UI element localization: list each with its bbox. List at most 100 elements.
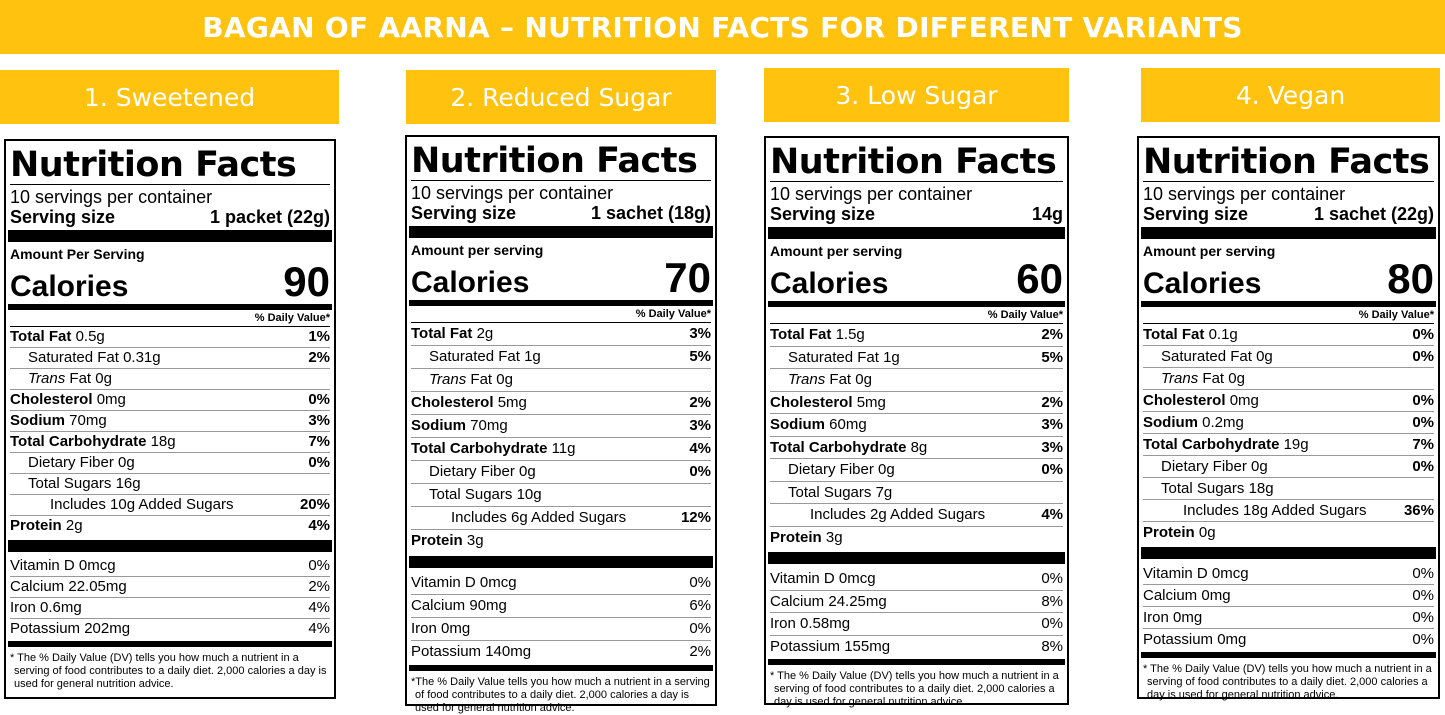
nutrient-text: Sodium bbox=[411, 417, 466, 434]
nutrient-text: Fat bbox=[825, 371, 856, 388]
nutrient-text: 11g bbox=[551, 440, 576, 457]
row-total-fat: Total Fat 1.5g 2% bbox=[770, 324, 1063, 346]
daily-value-percent: 0% bbox=[1412, 326, 1434, 343]
daily-value-percent: 5% bbox=[689, 348, 711, 365]
amount-per-serving: Amount per serving bbox=[411, 242, 544, 258]
divider-thick bbox=[8, 540, 332, 552]
nutrient-text: Cholesterol bbox=[1143, 392, 1226, 409]
nutrient-name: Protein 3g bbox=[411, 530, 484, 552]
daily-value-header: % Daily Value* bbox=[1143, 307, 1434, 324]
nutrient-text: 140mg bbox=[485, 643, 532, 660]
nutrient-text: Total Carbohydrate bbox=[770, 438, 907, 456]
nutrient-name: Total Sugars 10g bbox=[411, 484, 542, 506]
calories-row: Calories 70 bbox=[411, 257, 711, 299]
nutrient-text: Dietary Fiber bbox=[788, 461, 874, 478]
serving-size-value: 1 sachet (18g) bbox=[590, 203, 711, 223]
daily-value-percent: 8% bbox=[1041, 637, 1063, 655]
serving-size-value: 1 packet (22g) bbox=[209, 207, 330, 227]
divider-thick bbox=[1141, 547, 1436, 559]
daily-value-percent: 20% bbox=[299, 496, 330, 513]
nutrient-text: 0g bbox=[855, 371, 872, 388]
variant-tab-sweetened: 1. Sweetened bbox=[0, 70, 339, 124]
nutrient-name: Calcium 24.25mg bbox=[770, 591, 887, 613]
nutrient-text: 0.6mg bbox=[40, 599, 82, 616]
divider-thick bbox=[768, 227, 1065, 239]
nutrient-name: Total Carbohydrate 19g bbox=[1143, 434, 1309, 455]
calories-value: 90 bbox=[283, 258, 330, 305]
nutrient-name: Includes 10g Added Sugars bbox=[50, 496, 234, 513]
nutrient-name: Iron 0mg bbox=[1143, 607, 1202, 628]
nutrient-name: Protein 0g bbox=[1143, 522, 1216, 543]
footnote: * The % Daily Value (DV) tells you how m… bbox=[770, 670, 1059, 708]
daily-value-percent: 8% bbox=[1041, 592, 1063, 610]
nutrient-text: Sodium bbox=[1143, 414, 1198, 431]
nutrient-name: Dietary Fiber 0g bbox=[10, 453, 135, 473]
nutrient-text: 202mg bbox=[84, 620, 131, 637]
row-dietary-fiber: Dietary Fiber 0g 0% bbox=[411, 460, 711, 483]
nutrient-text: Total Sugars bbox=[788, 483, 872, 501]
daily-value-percent: 0% bbox=[689, 574, 711, 591]
nutrient-name: Saturated Fat 0g bbox=[1143, 346, 1273, 367]
nutrient-name: Total Fat 0.5g bbox=[10, 327, 105, 347]
nutrient-text: 0g bbox=[519, 463, 536, 480]
row-potassium: Potassium 140mg 2% bbox=[411, 640, 711, 663]
row-trans-fat: Trans Fat 0g bbox=[411, 368, 711, 391]
row-total-carbohydrate: Total Carbohydrate 19g 7% bbox=[1143, 433, 1434, 455]
nutrient-name: Iron 0mg bbox=[411, 618, 470, 640]
nutrient-text: 0g bbox=[1251, 458, 1268, 475]
nutrient-text: Protein bbox=[770, 528, 822, 546]
nutrient-text: Sodium bbox=[770, 416, 825, 433]
nutrient-text: Cholesterol bbox=[10, 391, 93, 408]
nutrient-name: Total Fat 2g bbox=[411, 323, 493, 345]
divider-medium bbox=[409, 300, 713, 306]
servings-per-container: 10 servings per container bbox=[770, 184, 973, 204]
nutrient-text: 70mg bbox=[69, 412, 107, 429]
nutrient-text: Fat bbox=[466, 371, 497, 388]
vitamin-list: Vitamin D 0mcg 0% Calcium 0mg 0% Iron 0m… bbox=[1143, 563, 1434, 650]
nutrient-text: 1.5g bbox=[835, 326, 865, 343]
variant-tab-vegan: 4. Vegan bbox=[1141, 68, 1440, 122]
calories-value: 60 bbox=[1016, 255, 1063, 302]
footnote: * The % Daily Value (DV) tells you how m… bbox=[10, 652, 327, 690]
row-vitamin-d: Vitamin D 0mcg 0% bbox=[10, 556, 330, 576]
nutrient-text: Protein bbox=[10, 517, 62, 534]
row-added-sugars: Includes 10g Added Sugars 20% bbox=[10, 494, 330, 515]
daily-value-percent: 0% bbox=[689, 620, 711, 637]
daily-value-percent: 0% bbox=[1041, 570, 1063, 587]
nutrient-text: 24.25mg bbox=[828, 592, 887, 610]
row-iron: Iron 0.6mg 4% bbox=[10, 597, 330, 618]
nutrient-text: Total Carbohydrate bbox=[411, 440, 548, 457]
nutrient-text: 0g bbox=[878, 461, 895, 478]
nutrient-text: 155mg bbox=[844, 637, 891, 655]
serving-size-label: Serving size bbox=[10, 207, 116, 227]
nutrition-facts-heading: Nutrition Facts bbox=[770, 143, 1063, 182]
row-total-carbohydrate: Total Carbohydrate 18g 7% bbox=[10, 431, 330, 452]
nutrient-name: Calcium 22.05mg bbox=[10, 577, 127, 597]
nutrient-text: Total Fat bbox=[411, 325, 473, 342]
nutrient-name: Cholesterol 0mg bbox=[10, 390, 126, 410]
daily-value-header: % Daily Value* bbox=[10, 310, 330, 327]
nutrient-text: 19g bbox=[1283, 436, 1309, 453]
daily-value-percent: 2% bbox=[1041, 326, 1063, 343]
row-iron: Iron 0mg 0% bbox=[1143, 606, 1434, 628]
daily-value-percent: 1% bbox=[308, 328, 330, 345]
nutrition-facts-heading: Nutrition Facts bbox=[10, 146, 330, 185]
daily-value-percent: 3% bbox=[689, 325, 711, 342]
row-trans-fat: Trans Fat 0g bbox=[1143, 367, 1434, 389]
nutrient-text: 1g bbox=[524, 348, 541, 365]
nutrient-text: 0g bbox=[496, 371, 513, 388]
daily-value-percent: 0% bbox=[1041, 615, 1063, 632]
row-sodium: Sodium 70mg 3% bbox=[10, 410, 330, 431]
nutrient-text: 0mg bbox=[1173, 609, 1203, 626]
nutrient-text: 60mg bbox=[829, 416, 867, 433]
nutrient-text: Iron bbox=[411, 620, 437, 637]
divider-medium bbox=[409, 665, 713, 671]
nutrient-name: Vitamin D 0mcg bbox=[1143, 563, 1249, 584]
nutrient-name: Sodium 0.2mg bbox=[1143, 412, 1244, 433]
row-calcium: Calcium 90mg 6% bbox=[411, 594, 711, 617]
daily-value-percent: 0% bbox=[1412, 348, 1434, 365]
vitamin-list: Vitamin D 0mcg 0% Calcium 22.05mg 2% Iro… bbox=[10, 556, 330, 639]
nutrient-text: 0mg bbox=[96, 391, 126, 408]
nutrient-name: Trans Fat 0g bbox=[1143, 368, 1245, 389]
nutrient-text: 0mcg bbox=[838, 570, 876, 587]
